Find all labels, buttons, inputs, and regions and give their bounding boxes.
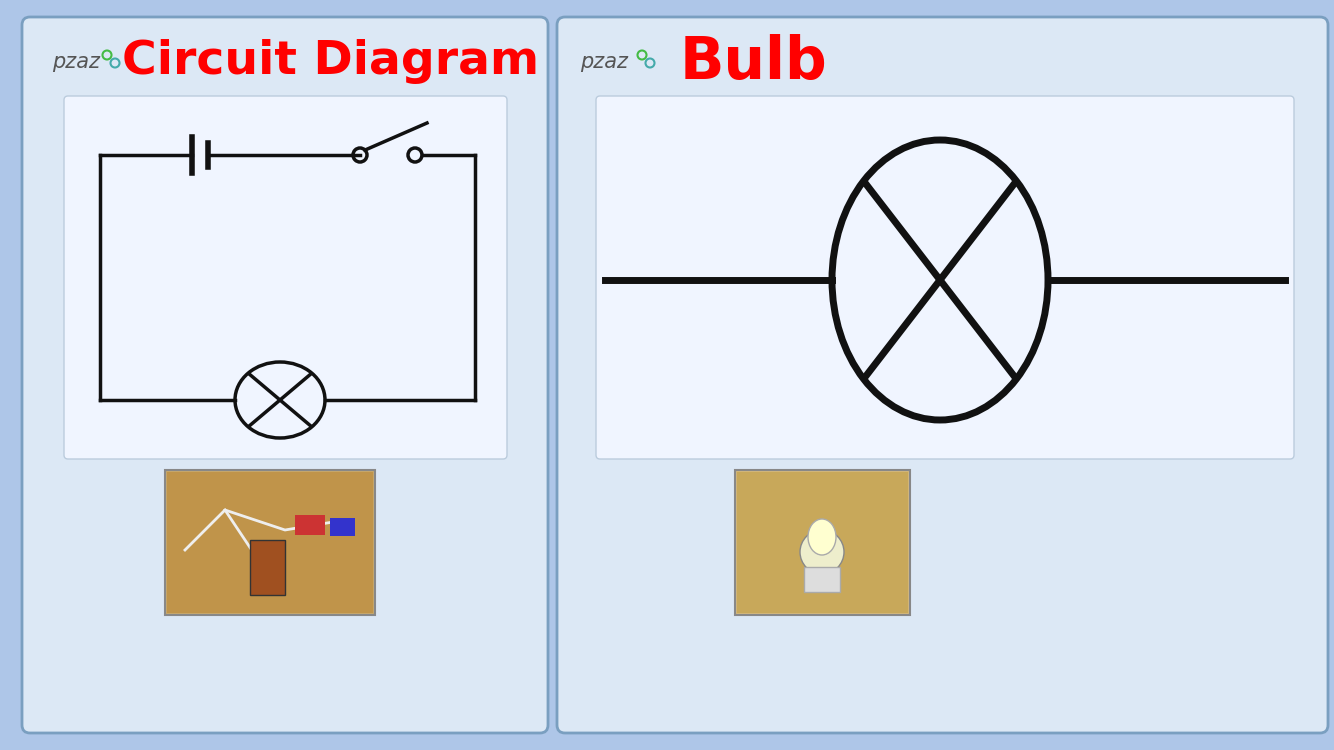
Ellipse shape [808, 519, 836, 555]
FancyBboxPatch shape [596, 96, 1294, 459]
Bar [736, 472, 908, 613]
FancyBboxPatch shape [21, 17, 548, 733]
Bar [804, 567, 840, 592]
Text: pzaz: pzaz [580, 52, 628, 72]
FancyBboxPatch shape [165, 470, 375, 615]
FancyBboxPatch shape [735, 470, 910, 615]
FancyBboxPatch shape [558, 17, 1329, 733]
Bar [329, 518, 355, 536]
Circle shape [800, 530, 844, 574]
FancyBboxPatch shape [64, 96, 507, 459]
Bar [249, 540, 285, 595]
Text: Bulb: Bulb [680, 34, 828, 91]
Bar [295, 515, 325, 535]
Text: pzaz: pzaz [52, 52, 100, 72]
Text: Circuit Diagram: Circuit Diagram [121, 40, 539, 85]
Bar [167, 472, 374, 613]
